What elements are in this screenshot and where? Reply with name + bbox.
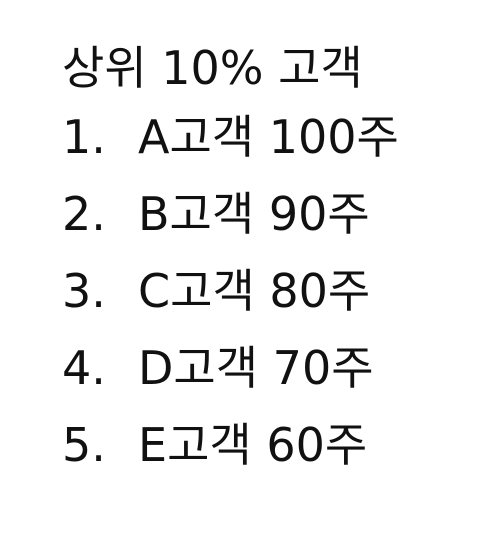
list-item-text: C고객 80주	[138, 264, 371, 318]
list-item: 2. B고객 90주	[62, 176, 482, 253]
list-item: 3. C고객 80주	[62, 253, 482, 330]
list-item: 4. D고객 70주	[62, 330, 482, 407]
document-title: 상위 10% 고객	[62, 41, 363, 95]
list-item-text: E고객 60주	[138, 418, 368, 472]
list-item: 5. E고객 60주	[62, 407, 482, 484]
document-body: 상위 10% 고객 1. A고객 100주 2. B고객 90주 3. C고객 …	[62, 38, 482, 484]
list-item-number: 2.	[62, 187, 106, 241]
list-item: 1. A고객 100주	[62, 99, 482, 176]
list-item-number: 4.	[62, 341, 106, 395]
list-item-number: 3.	[62, 264, 106, 318]
list-item-text: A고객 100주	[138, 110, 399, 164]
list-item-text: D고객 70주	[138, 341, 374, 395]
list-item-number: 5.	[62, 418, 106, 472]
list-item-text: B고객 90주	[138, 187, 370, 241]
customer-list: 1. A고객 100주 2. B고객 90주 3. C고객 80주 4. D고객…	[62, 99, 482, 484]
list-item-number: 1.	[62, 110, 106, 164]
